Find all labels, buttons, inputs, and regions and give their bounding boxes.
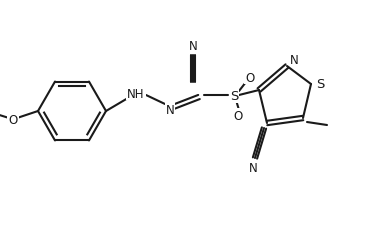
Text: S: S [230, 89, 238, 102]
Text: N: N [290, 53, 298, 66]
Text: N: N [249, 162, 257, 175]
Text: NH: NH [127, 87, 145, 100]
Text: O: O [245, 71, 255, 84]
Text: S: S [316, 77, 324, 90]
Text: O: O [8, 113, 18, 126]
Text: N: N [166, 103, 174, 116]
Text: N: N [189, 39, 197, 52]
Text: O: O [234, 109, 243, 122]
